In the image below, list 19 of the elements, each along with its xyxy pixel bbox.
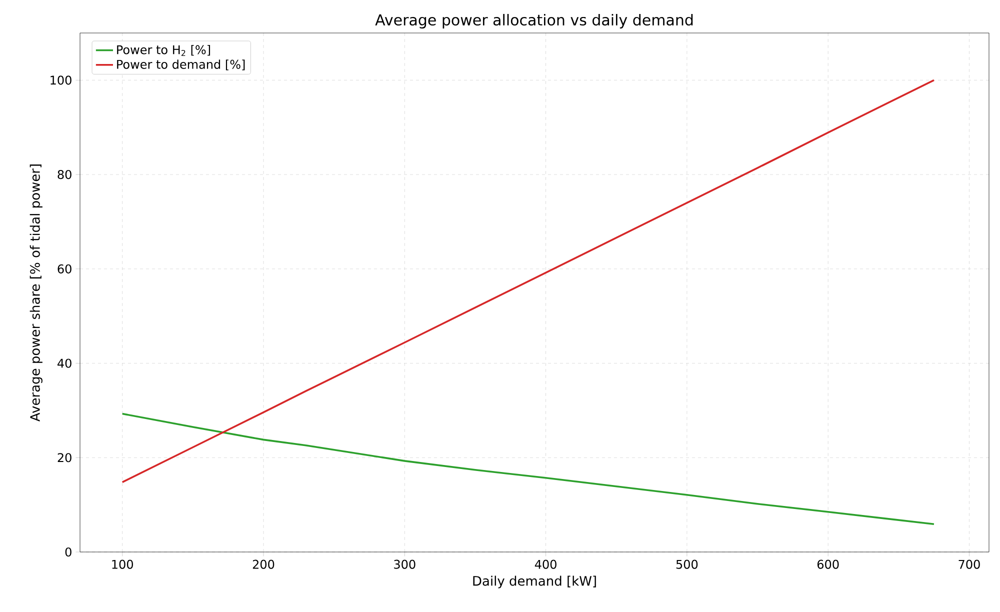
chart-title: Average power allocation vs daily demand [375,14,693,28]
x-tick-label: 700 [958,560,980,569]
y-axis-title: Average power share [% of tidal power] [30,164,42,422]
y-tick-label: 80 [58,170,72,180]
x-tick-label: 500 [676,560,698,569]
legend-label: Power to H$_{2}$ [%] [117,44,210,56]
legend-label: Power to demand [%] [117,60,245,70]
y-tick-label: 100 [50,76,72,85]
y-tick-label: 20 [58,453,72,462]
y-tick-label: 0 [65,547,72,557]
y-tick-label: 60 [58,264,72,274]
x-tick-label: 100 [112,560,134,569]
x-tick-label: 200 [252,560,274,569]
line-series [121,412,935,526]
x-tick-label: 400 [534,560,556,569]
y-tick-label: 40 [58,358,72,368]
x-tick-label: 300 [394,560,416,569]
x-axis-title: Daily demand [kW] [473,576,596,588]
x-tick-label: 600 [817,560,839,569]
